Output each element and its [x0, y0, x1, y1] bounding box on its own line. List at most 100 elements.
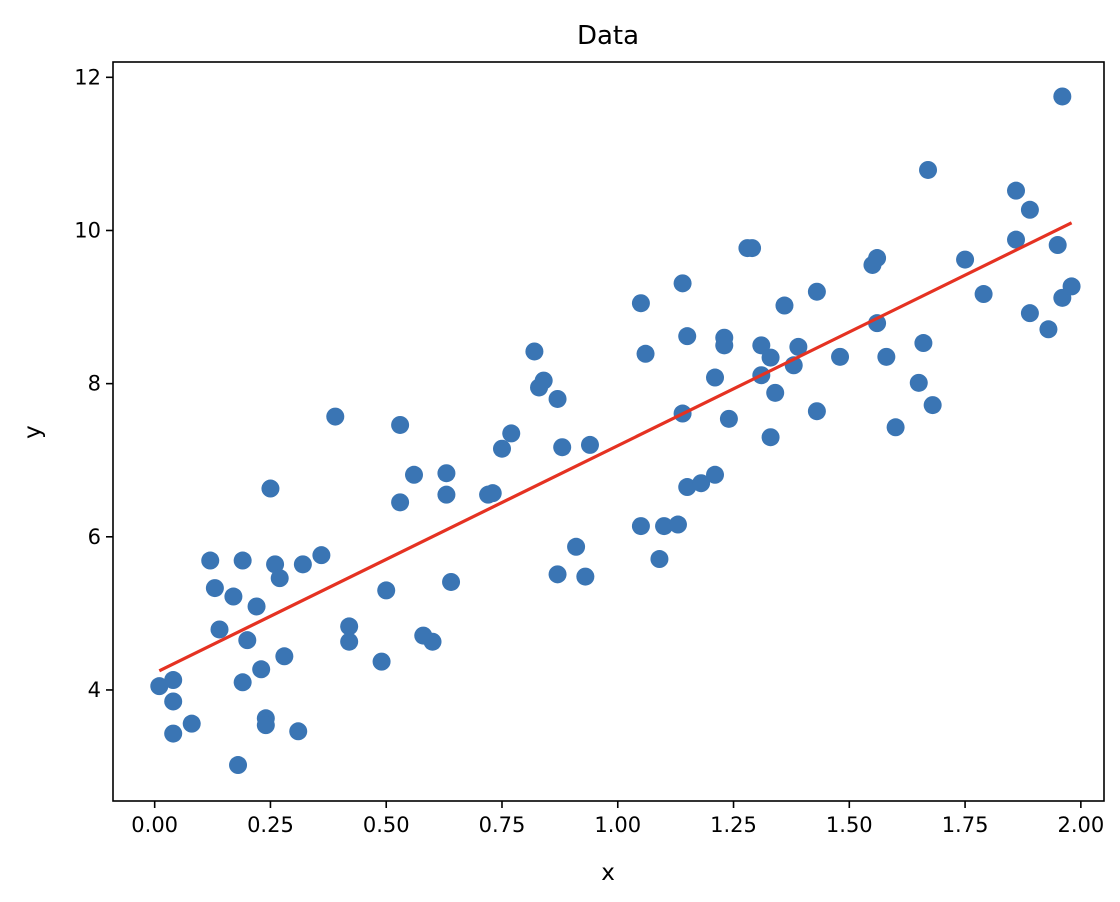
fit-line-series	[158, 221, 1073, 673]
data-point	[706, 368, 725, 387]
data-point	[655, 517, 674, 536]
data-point	[164, 724, 183, 743]
data-point	[437, 464, 456, 483]
data-point	[1007, 181, 1026, 200]
data-point	[275, 647, 294, 666]
data-point	[423, 632, 442, 651]
data-point	[868, 249, 887, 268]
data-point	[868, 314, 887, 333]
data-point	[1062, 277, 1081, 296]
data-point	[502, 424, 521, 443]
data-point	[673, 274, 692, 293]
y-axis-label: y	[20, 425, 46, 439]
data-point	[233, 551, 252, 570]
data-point	[1048, 236, 1067, 255]
fit-line	[158, 221, 1073, 673]
data-point	[761, 348, 780, 367]
data-point	[164, 692, 183, 711]
data-point	[256, 716, 275, 735]
x-tick-label: 1.75	[942, 813, 989, 837]
x-tick-label: 2.00	[1057, 813, 1104, 837]
data-point	[752, 336, 771, 355]
data-point	[877, 347, 896, 366]
data-point	[678, 327, 697, 346]
data-point	[831, 347, 850, 366]
data-point	[377, 581, 396, 600]
data-point	[492, 439, 511, 458]
data-point	[956, 250, 975, 269]
data-point	[405, 465, 424, 484]
data-point	[1053, 87, 1072, 106]
data-point	[1020, 200, 1039, 219]
data-point	[437, 485, 456, 504]
data-point	[525, 342, 544, 361]
data-point	[1039, 320, 1058, 339]
data-point	[261, 479, 280, 498]
data-point	[1007, 230, 1026, 249]
data-point	[919, 160, 938, 179]
data-point	[534, 371, 553, 390]
data-point	[164, 671, 183, 690]
x-tick-label: 0.00	[131, 813, 178, 837]
y-tick-label: 10	[74, 218, 101, 242]
data-point	[636, 344, 655, 363]
data-point	[692, 474, 711, 493]
data-point	[719, 409, 738, 428]
data-point	[775, 296, 794, 315]
data-point	[706, 465, 725, 484]
data-point	[743, 239, 762, 258]
data-point	[238, 631, 257, 650]
scatter-series	[150, 87, 1081, 775]
data-point	[372, 652, 391, 671]
data-point	[483, 484, 502, 503]
x-axis: 0.00 0.25 0.50 0.75 1.00 1.25 1.50 1.75 2.00	[131, 801, 1104, 837]
data-point	[631, 517, 650, 536]
x-tick-label: 1.00	[594, 813, 641, 837]
y-tick-label: 8	[88, 372, 101, 396]
data-point	[650, 550, 669, 569]
data-point	[553, 438, 572, 457]
y-tick-label: 4	[88, 678, 101, 702]
data-point	[326, 407, 345, 426]
data-point	[715, 336, 734, 355]
data-point	[678, 478, 697, 497]
data-point	[668, 515, 687, 534]
data-point	[886, 418, 905, 437]
data-point	[205, 579, 224, 598]
data-point	[270, 569, 289, 588]
data-point	[914, 334, 933, 353]
data-point	[974, 285, 993, 304]
data-point	[548, 389, 567, 408]
data-point	[576, 567, 595, 586]
data-point	[340, 617, 359, 636]
data-point	[293, 555, 312, 574]
data-point	[567, 537, 586, 556]
data-point	[233, 673, 252, 692]
data-point	[1020, 304, 1039, 323]
x-axis-label: x	[601, 860, 615, 886]
y-tick-label: 12	[74, 65, 101, 89]
data-point	[766, 383, 785, 402]
x-tick-label: 0.50	[363, 813, 410, 837]
x-tick-label: 1.50	[826, 813, 873, 837]
data-point	[761, 428, 780, 447]
data-point	[391, 415, 410, 434]
x-tick-label: 1.25	[710, 813, 757, 837]
data-point	[210, 620, 229, 639]
data-point	[807, 402, 826, 421]
data-point	[923, 396, 942, 415]
plot-area-frame	[112, 61, 1105, 802]
data-point	[201, 551, 220, 570]
data-point	[391, 493, 410, 512]
data-point	[580, 435, 599, 454]
y-tick-label: 6	[88, 525, 101, 549]
data-point	[247, 597, 266, 616]
data-point	[789, 337, 808, 356]
x-tick-label: 0.25	[247, 813, 294, 837]
data-point	[150, 677, 169, 696]
data-point	[182, 714, 201, 733]
data-point	[631, 294, 650, 313]
data-point	[909, 373, 928, 392]
chart-title: Data	[577, 21, 639, 51]
